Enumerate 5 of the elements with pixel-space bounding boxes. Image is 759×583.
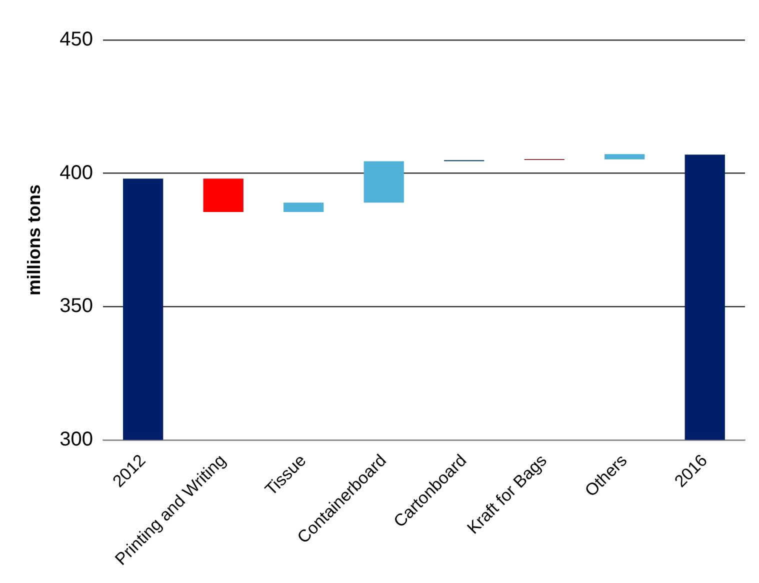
y-tick-label: 350 xyxy=(60,295,93,318)
y-tick-label: 400 xyxy=(60,162,93,184)
y-axis-title: millions tons xyxy=(24,184,44,296)
y-tick-label: 300 xyxy=(60,428,93,450)
y-tick-label: 450 xyxy=(60,28,93,51)
